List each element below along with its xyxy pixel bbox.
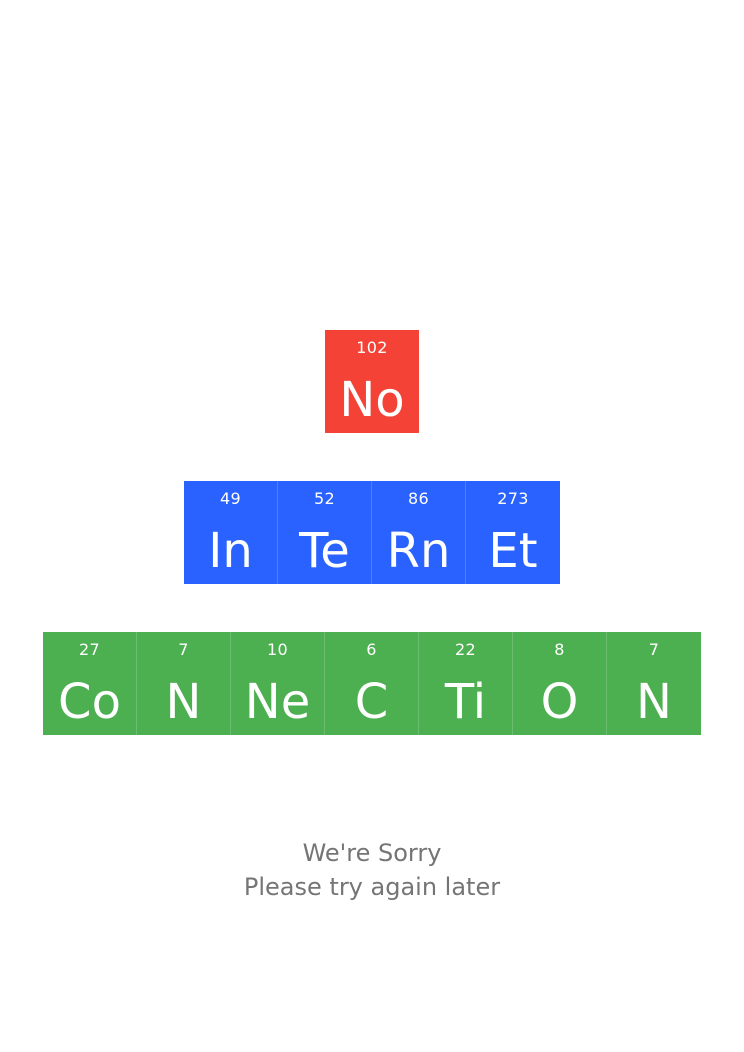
element-tile-co: 27 Co (43, 632, 137, 735)
element-symbol: Et (488, 523, 538, 579)
element-symbol: N (636, 674, 672, 730)
atomic-number: 10 (267, 640, 288, 659)
element-row-internet: 49 In 52 Te 86 Rn 273 Et (0, 481, 744, 584)
atomic-number: 6 (366, 640, 377, 659)
element-tile-in: 49 In (184, 481, 278, 584)
element-symbol: Te (299, 523, 350, 579)
atomic-number: 86 (408, 489, 429, 508)
element-row-no: 102 No (0, 330, 744, 433)
element-tile-te: 52 Te (278, 481, 372, 584)
element-tile-ti: 22 Ti (419, 632, 513, 735)
atomic-number: 49 (220, 489, 241, 508)
element-symbol: N (165, 674, 202, 730)
element-symbol: O (540, 674, 579, 730)
element-symbol: Ne (244, 674, 311, 730)
element-symbol: Ti (444, 674, 487, 730)
element-tile-ne: 10 Ne (231, 632, 325, 735)
atomic-number: 7 (178, 640, 189, 659)
retry-message: Please try again later (243, 873, 501, 901)
atomic-number: 7 (648, 640, 660, 659)
element-symbol: In (208, 523, 253, 579)
element-symbol: No (339, 372, 405, 428)
element-tile-et: 273 Et (466, 481, 560, 584)
atomic-number: 273 (497, 489, 529, 508)
element-row-connection: 27 Co 7 N 10 Ne 6 C 22 Ti 8 O 7 N (0, 632, 744, 735)
atomic-number: 102 (356, 338, 388, 357)
element-symbol: Co (58, 674, 121, 730)
sorry-message: We're Sorry (302, 839, 442, 867)
atomic-number: 8 (554, 640, 565, 659)
element-tile-rn: 86 Rn (372, 481, 466, 584)
element-symbol: C (354, 674, 389, 730)
element-tile-no: 102 No (325, 330, 419, 433)
atomic-number: 22 (455, 640, 476, 659)
atomic-number: 27 (79, 640, 100, 659)
element-symbol: Rn (386, 523, 451, 579)
atomic-number: 52 (314, 489, 335, 508)
